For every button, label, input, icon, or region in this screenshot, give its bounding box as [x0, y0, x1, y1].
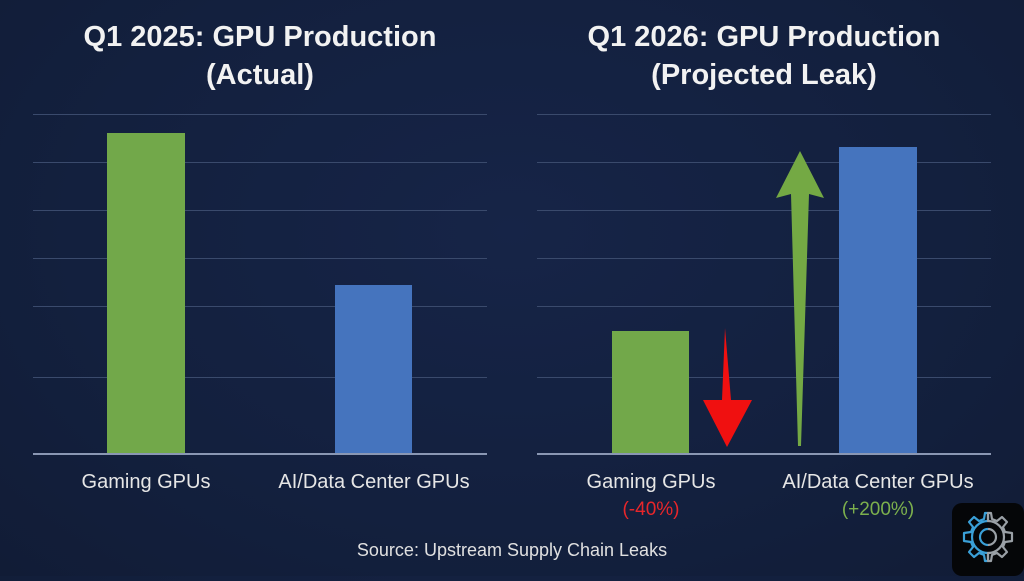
gridline — [537, 377, 991, 378]
x-label-gaming: Gaming GPUs — [81, 471, 211, 493]
right-title-line2: (Projected Leak) — [651, 59, 877, 91]
x-axis-baseline — [537, 453, 991, 455]
x-axis-baseline — [33, 453, 487, 455]
left-chart-title: Q1 2025: GPU Production (Actual) — [30, 18, 490, 94]
gridline — [33, 377, 487, 378]
gridline — [537, 114, 991, 115]
x-label-ai: AI/Data Center GPUs — [278, 471, 470, 493]
gridline — [537, 162, 991, 163]
gridline — [33, 210, 487, 211]
bar-ai-2025 — [335, 285, 412, 454]
gridline — [537, 210, 991, 211]
gridline — [33, 162, 487, 163]
right-title-line1: Q1 2026: GPU Production — [587, 21, 941, 53]
left-title-line2: (Actual) — [206, 59, 314, 91]
logo-badge — [952, 503, 1024, 576]
right-chart-title: Q1 2026: GPU Production (Projected Leak) — [534, 18, 994, 94]
bar-gaming-2026 — [612, 331, 689, 454]
left-title-line1: Q1 2025: GPU Production — [83, 21, 437, 53]
gear-icon — [962, 511, 1014, 563]
change-ai: (+200%) — [841, 499, 915, 520]
gridline — [33, 258, 487, 259]
bar-ai-2026 — [839, 147, 917, 454]
x-label-ai: AI/Data Center GPUs — [782, 471, 974, 493]
change-gaming: (-40%) — [622, 499, 680, 520]
source-note: Source: Upstream Supply Chain Leaks — [356, 540, 668, 560]
bar-gaming-2025 — [107, 133, 185, 454]
down-arrow-icon — [703, 328, 752, 447]
up-arrow-icon — [776, 151, 824, 446]
x-label-gaming: Gaming GPUs — [586, 471, 716, 493]
gridline — [33, 114, 487, 115]
gridline — [537, 258, 991, 259]
gridline — [537, 306, 991, 307]
gridline — [33, 306, 487, 307]
